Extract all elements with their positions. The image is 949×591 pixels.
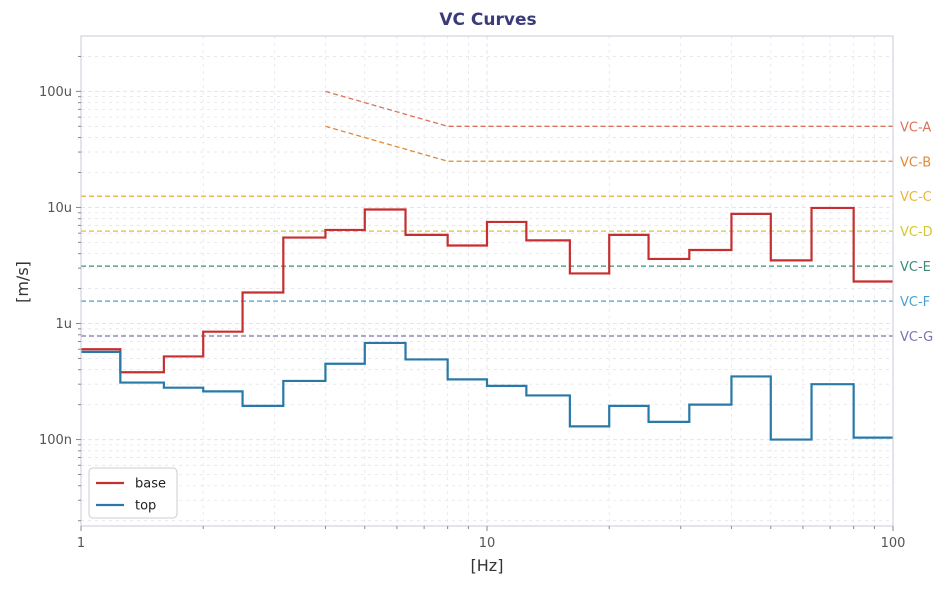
criterion-label-vc-d: VC-D: [900, 225, 933, 240]
vibration-criteria-labels: VC-A VC-B VC-C VC-D VC-E VC-F VC-G: [900, 120, 933, 345]
y-tick-label: 100n: [39, 433, 72, 448]
series-line-base: [81, 206, 893, 374]
x-tick-label: 100: [881, 536, 906, 551]
y-tick-label: 10u: [47, 201, 72, 216]
legend-label-top: top: [135, 499, 156, 514]
criterion-label-vc-g: VC-G: [900, 330, 933, 345]
criterion-label-vc-c: VC-C: [900, 190, 932, 205]
vibration-criteria-lines: [81, 90, 893, 337]
criterion-line-vc-b: [325, 125, 893, 162]
criterion-label-vc-f: VC-F: [900, 295, 930, 310]
legend-label-base: base: [135, 477, 166, 492]
data-series: [81, 206, 893, 441]
series-line-top: [81, 341, 893, 441]
legend-box: [88, 467, 178, 519]
criterion-label-vc-a: VC-A: [900, 120, 931, 135]
y-tick-label: 100u: [39, 85, 72, 100]
y-tick-label: 1u: [55, 317, 72, 332]
legend: base top: [88, 467, 178, 519]
x-axis-ticks: 1 10 100: [77, 526, 906, 551]
criterion-line-vc-a: [325, 90, 893, 127]
x-axis-label: [Hz]: [471, 556, 504, 575]
criterion-label-vc-b: VC-B: [900, 155, 931, 170]
x-tick-label: 10: [479, 536, 496, 551]
y-axis-ticks: 100n 1u 10u 100u: [39, 55, 81, 522]
criterion-label-vc-e: VC-E: [900, 260, 931, 275]
chart-title: VC Curves: [439, 10, 536, 30]
x-tick-label: 1: [77, 536, 85, 551]
y-axis-label: [m/s]: [13, 261, 32, 303]
